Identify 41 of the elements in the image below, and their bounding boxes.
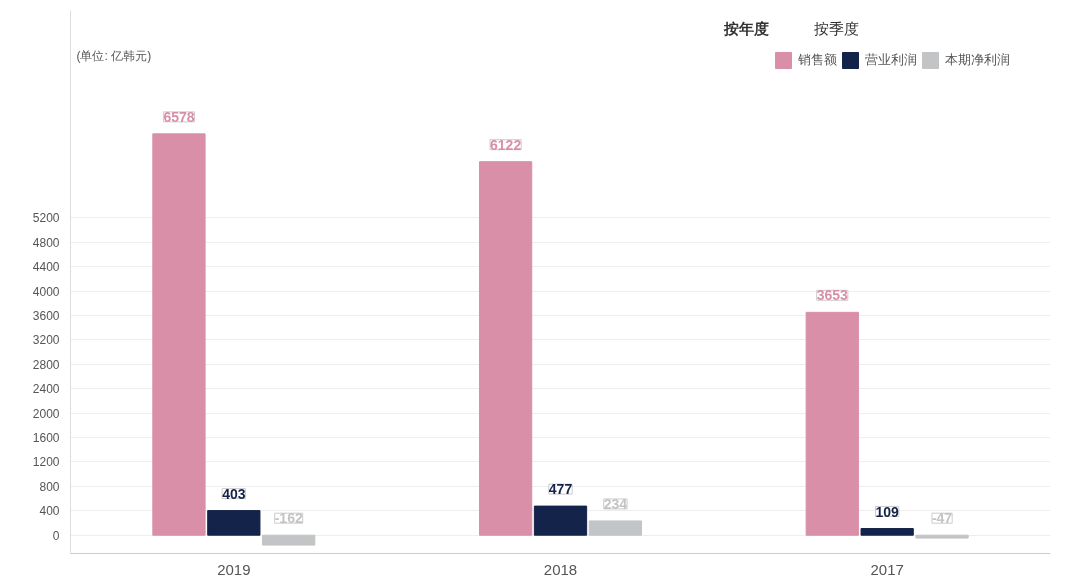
bar	[533, 505, 588, 536]
x-tick-label: 2017	[870, 560, 904, 577]
y-tick-label: 4000	[32, 284, 60, 299]
y-tick-label: 1200	[32, 455, 60, 470]
bar	[478, 161, 533, 536]
y-tick-label: 1600	[32, 431, 60, 446]
y-tick-label: 3600	[32, 309, 60, 324]
y-axis-title: (单位: 亿韩元)	[76, 48, 152, 63]
legend-label: 本期净利润	[945, 51, 1010, 69]
y-tick-label: 2400	[32, 382, 60, 397]
y-tick-label: 4400	[32, 260, 60, 275]
data-label: 109	[875, 503, 900, 520]
data-label: 6122	[490, 136, 522, 153]
x-tick-label: 2018	[543, 560, 578, 577]
data-label: 234	[603, 495, 628, 512]
data-label: -162	[274, 510, 303, 527]
legend-label: 营业利润	[865, 51, 917, 69]
x-tick-label: 2019	[217, 560, 251, 577]
annotation: 按季度	[813, 19, 859, 37]
bar	[860, 528, 914, 536]
y-tick-label: 800	[39, 479, 60, 494]
y-tick-label: 400	[39, 504, 60, 519]
y-tick-label: 2000	[32, 406, 60, 421]
y-tick-label: 3200	[32, 333, 60, 348]
bar	[805, 311, 859, 536]
data-label: 477	[548, 481, 573, 498]
bar	[588, 520, 643, 536]
bar	[207, 510, 261, 536]
legend-label: 销售额	[798, 51, 837, 69]
y-tick-label: 2800	[32, 357, 60, 372]
bar	[152, 133, 206, 536]
data-label: 6578	[163, 108, 195, 125]
y-tick-label: 4800	[32, 235, 60, 250]
data-label: 3653	[816, 287, 849, 304]
data-label: 403	[222, 485, 246, 502]
bar	[262, 534, 316, 546]
data-label: -47	[931, 510, 953, 527]
bar	[915, 534, 969, 539]
annotation: 按年度	[722, 19, 769, 37]
y-tick-label: 0	[52, 528, 60, 543]
y-tick-label: 5200	[32, 211, 60, 226]
